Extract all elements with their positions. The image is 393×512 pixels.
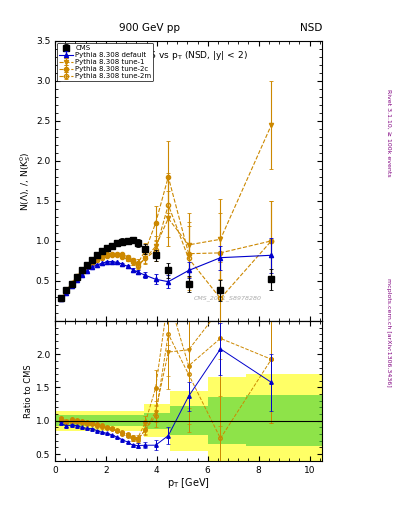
Legend: CMS, Pythia 8.308 default, Pythia 8.308 tune-1, Pythia 8.308 tune-2c, Pythia 8.3: CMS, Pythia 8.308 default, Pythia 8.308 … [57, 43, 153, 81]
Text: NSD: NSD [300, 23, 322, 33]
Bar [55, 411, 144, 431]
Bar [208, 397, 246, 444]
Text: 900 GeV pp: 900 GeV pp [119, 23, 180, 33]
Bar [246, 374, 322, 467]
Text: mcplots.cern.ch [arXiv:1306.3436]: mcplots.cern.ch [arXiv:1306.3436] [386, 279, 391, 387]
Y-axis label: Ratio to CMS: Ratio to CMS [24, 364, 33, 418]
Bar [208, 377, 246, 464]
Bar [144, 413, 169, 429]
Text: CMS_2011_S8978280: CMS_2011_S8978280 [194, 295, 262, 301]
X-axis label: p$_\mathrm{T}$ [GeV]: p$_\mathrm{T}$ [GeV] [167, 476, 210, 490]
Bar [144, 404, 169, 437]
Bar [246, 395, 322, 446]
Bar [169, 391, 208, 451]
Y-axis label: N($\Lambda$), /, N(K$^0_S$): N($\Lambda$), /, N(K$^0_S$) [18, 151, 33, 211]
Text: Rivet 3.1.10, ≥ 100k events: Rivet 3.1.10, ≥ 100k events [386, 89, 391, 177]
Text: $\Lambda$/K0S vs p$_\mathrm{T}$ (NSD, |y| < 2): $\Lambda$/K0S vs p$_\mathrm{T}$ (NSD, |y… [129, 49, 248, 62]
Bar [55, 415, 144, 426]
Bar [169, 406, 208, 436]
